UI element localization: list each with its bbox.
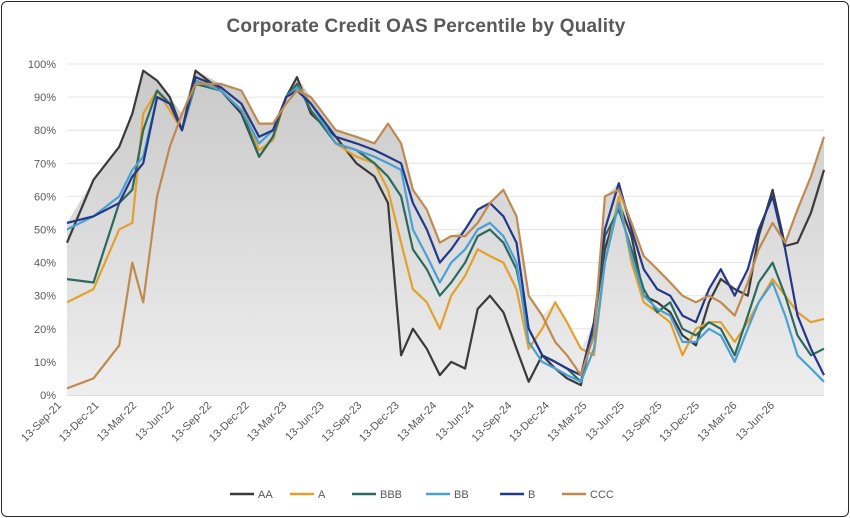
- x-tick-label: 13-Dec-22: [207, 400, 252, 445]
- legend-label: A: [318, 489, 326, 501]
- y-tick-label: 90%: [34, 92, 56, 104]
- x-tick-label: 13-Mar-23: [245, 400, 289, 444]
- x-tick-label: 13-Dec-21: [57, 400, 102, 445]
- legend-item-a: A: [290, 489, 326, 501]
- series-line-ccc: [66, 82, 826, 390]
- y-tick-label: 50%: [34, 225, 56, 237]
- legend-label: B: [528, 489, 535, 501]
- series-line-b: [66, 76, 825, 377]
- x-tick-label: 13-Mar-24: [395, 400, 439, 444]
- y-tick-label: 80%: [34, 125, 56, 137]
- y-tick-label: 70%: [34, 158, 56, 170]
- legend-item-bbb: BBB: [352, 489, 402, 501]
- x-tick-label: 13-Jun-26: [734, 400, 778, 444]
- legend-label: BBB: [380, 489, 402, 501]
- y-tick-label: 0%: [40, 390, 56, 402]
- y-tick-label: 40%: [34, 258, 56, 270]
- chart-title: Corporate Credit OAS Percentile by Quali…: [226, 16, 626, 37]
- x-tick-label: 13-Dec-25: [657, 400, 702, 445]
- y-axis: 0% 10% 20% 30% 40% 50% 60% 70% 80% 90% 100%: [28, 59, 56, 402]
- x-tick-label: 13-Mar-25: [545, 400, 589, 444]
- x-tick-label: 13-Mar-26: [695, 400, 739, 444]
- x-tick-label: 13-Mar-22: [95, 400, 139, 444]
- y-tick-label: 30%: [34, 291, 56, 303]
- y-tick-label: 10%: [34, 357, 56, 369]
- series-lines: [65, 69, 826, 390]
- x-axis: 13-Sep-2113-Dec-2113-Mar-2213-Jun-2213-S…: [19, 400, 777, 445]
- legend-label: AA: [258, 489, 273, 501]
- y-tick-label: 60%: [34, 191, 56, 203]
- legend-item-b: B: [500, 489, 535, 501]
- legend-item-ccc: CCC: [562, 489, 614, 501]
- series-line-bb: [66, 79, 825, 383]
- legend-label: CCC: [590, 489, 614, 501]
- legend-item-bb: BB: [426, 489, 469, 501]
- legend-item-aa: AA: [230, 489, 273, 501]
- legend: AA A BBB BB B CCC: [230, 489, 614, 501]
- x-tick-label: 13-Dec-24: [507, 400, 552, 445]
- y-tick-label: 100%: [28, 59, 56, 71]
- y-tick-label: 20%: [34, 324, 56, 336]
- x-tick-label: 13-Dec-23: [357, 400, 402, 445]
- legend-label: BB: [454, 489, 469, 501]
